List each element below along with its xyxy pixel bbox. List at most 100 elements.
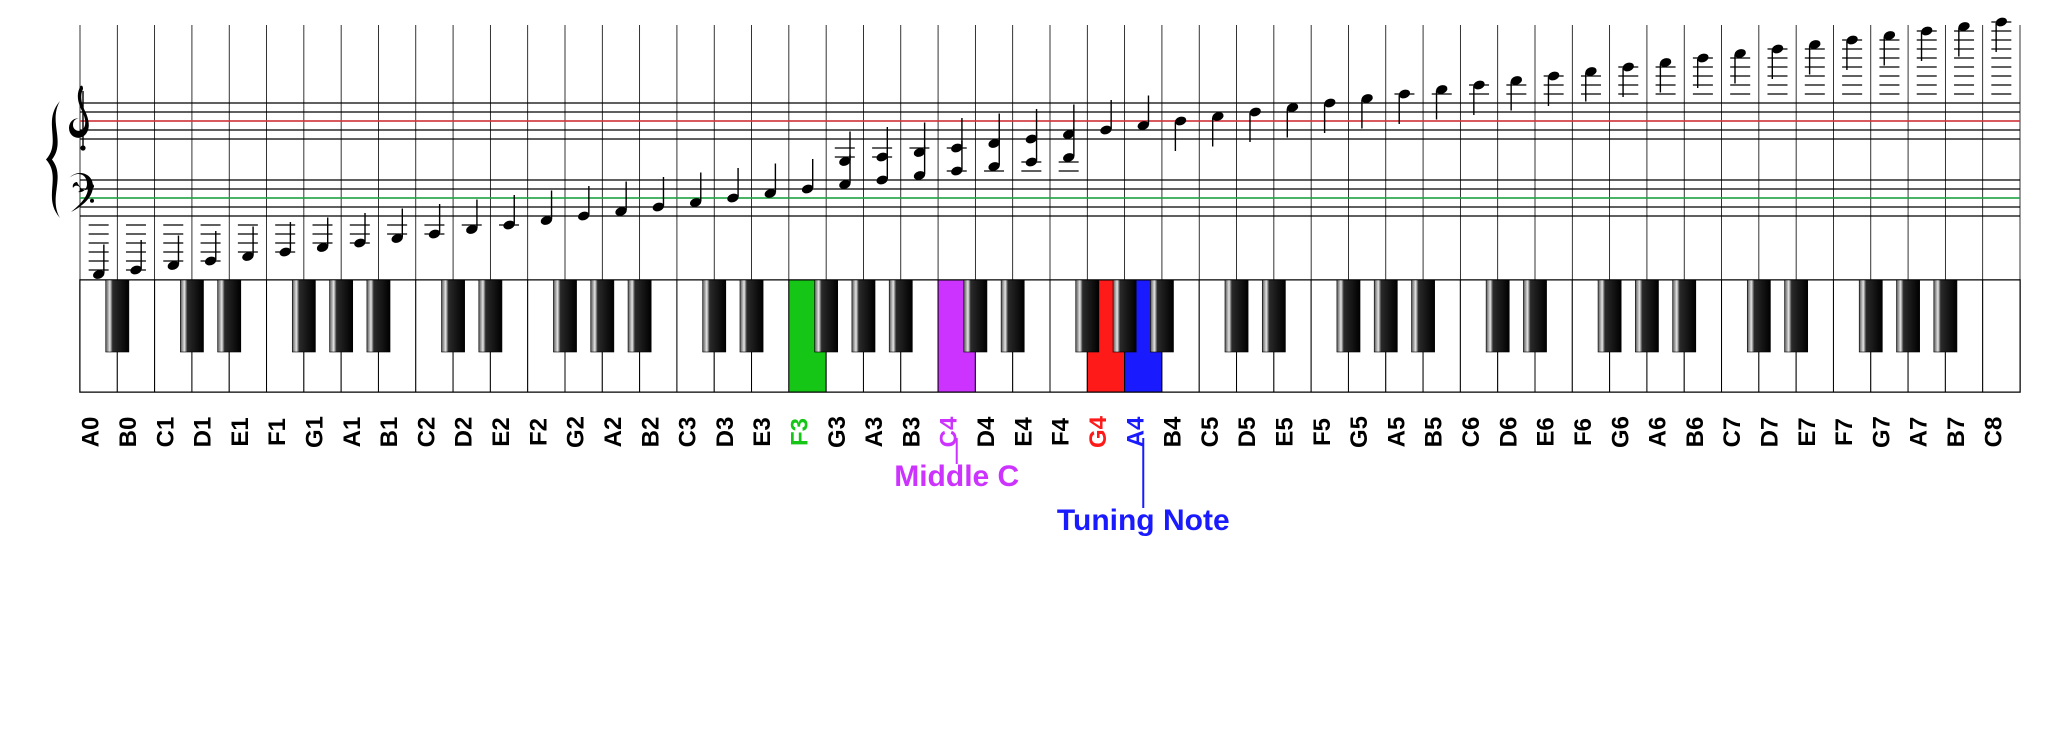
label-G7: G7 — [1868, 416, 1895, 448]
label-C5: C5 — [1197, 417, 1224, 448]
note-F2-bass — [540, 191, 554, 227]
label-C6: C6 — [1458, 417, 1485, 448]
black-key-G5#[interactable] — [1374, 280, 1397, 352]
label-B7: B7 — [1943, 417, 1970, 448]
label-F4: F4 — [1048, 417, 1075, 446]
black-key-C6#[interactable] — [1486, 280, 1509, 352]
note-G1-bass — [313, 218, 333, 254]
black-key-F3#[interactable] — [815, 280, 838, 352]
black-key-C7#[interactable] — [1747, 280, 1770, 352]
black-key-A4#[interactable] — [1150, 280, 1173, 352]
note-D3-bass — [726, 168, 740, 204]
label-G4: G4 — [1085, 415, 1112, 448]
black-key-C3#[interactable] — [703, 280, 726, 352]
black-key-A0#[interactable] — [106, 280, 129, 352]
black-key-A1#[interactable] — [367, 280, 390, 352]
label-G2: G2 — [563, 416, 590, 448]
note-E4-treble — [1025, 109, 1039, 145]
black-key-G4#[interactable] — [1113, 280, 1136, 352]
black-key-A5#[interactable] — [1412, 280, 1435, 352]
note-E6-treble — [1544, 70, 1564, 106]
label-A2: A2 — [600, 417, 627, 448]
piano-staff-diagram: A0B0C1D1E1F1G1A1B1C2D2E2F2G2A2B2C3D3E3F3… — [0, 0, 2048, 753]
label-B5: B5 — [1421, 417, 1448, 448]
label-A7: A7 — [1906, 417, 1933, 448]
label-E2: E2 — [488, 417, 515, 446]
note-B4-treble — [1174, 115, 1188, 151]
black-key-G2#[interactable] — [591, 280, 614, 352]
note-E5-treble — [1286, 102, 1300, 138]
black-key-F7#[interactable] — [1859, 280, 1882, 352]
note-C1-bass — [163, 225, 183, 271]
black-key-D2#[interactable] — [479, 280, 502, 352]
callout-C4: Middle C — [894, 460, 1019, 493]
black-key-G7#[interactable] — [1897, 280, 1920, 352]
black-key-G1#[interactable] — [330, 280, 353, 352]
black-key-G3#[interactable] — [852, 280, 875, 352]
note-B3-treble — [909, 123, 929, 159]
bass-clef-dot — [90, 184, 94, 188]
label-F5: F5 — [1309, 418, 1336, 446]
black-key-C5#[interactable] — [1225, 280, 1248, 352]
label-D1: D1 — [190, 417, 217, 448]
black-key-C1#[interactable] — [180, 280, 203, 352]
black-key-G6#[interactable] — [1635, 280, 1658, 352]
note-E2-bass — [499, 195, 519, 231]
black-key-A7#[interactable] — [1934, 280, 1957, 352]
label-G5: G5 — [1346, 416, 1373, 448]
black-key-F5#[interactable] — [1337, 280, 1360, 352]
black-key-D4#[interactable] — [1001, 280, 1024, 352]
label-E1: E1 — [227, 417, 254, 446]
note-A3-treble — [872, 127, 892, 163]
note-G5-treble — [1360, 93, 1374, 129]
label-G3: G3 — [824, 416, 851, 448]
label-C2: C2 — [413, 417, 440, 448]
black-key-F4#[interactable] — [1076, 280, 1099, 352]
note-B2-bass — [651, 177, 665, 213]
note-A6-treble — [1656, 57, 1676, 94]
label-B2: B2 — [637, 417, 664, 448]
note-A7-treble — [1917, 25, 1937, 94]
note-D6-treble — [1506, 75, 1526, 111]
black-key-D7#[interactable] — [1785, 280, 1808, 352]
label-B1: B1 — [376, 417, 403, 448]
note-F6-treble — [1581, 66, 1601, 102]
note-F1-bass — [275, 222, 295, 258]
black-key-A3#[interactable] — [889, 280, 912, 352]
black-key-C2#[interactable] — [442, 280, 465, 352]
note-A5-treble — [1394, 88, 1414, 124]
label-E4: E4 — [1010, 417, 1037, 447]
label-E3: E3 — [749, 417, 776, 446]
label-A1: A1 — [339, 417, 366, 448]
note-A2-bass — [614, 182, 628, 218]
label-A0: A0 — [78, 417, 105, 448]
black-key-F6#[interactable] — [1598, 280, 1621, 352]
black-key-C4#[interactable] — [964, 280, 987, 352]
black-key-F2#[interactable] — [553, 280, 576, 352]
black-key-A6#[interactable] — [1673, 280, 1696, 352]
label-B4: B4 — [1160, 416, 1187, 447]
note-G6-treble — [1618, 61, 1638, 97]
note-G3-treble — [835, 132, 855, 168]
label-E5: E5 — [1272, 417, 1299, 446]
label-B3: B3 — [898, 417, 925, 448]
note-E3-bass — [763, 164, 777, 200]
note-E7-treble — [1805, 39, 1825, 94]
grand-staff — [46, 16, 2020, 280]
black-key-D6#[interactable] — [1523, 280, 1546, 352]
label-C7: C7 — [1719, 417, 1746, 448]
note-C2-bass — [424, 204, 444, 240]
black-key-D1#[interactable] — [218, 280, 241, 352]
label-A6: A6 — [1645, 417, 1672, 448]
black-key-D3#[interactable] — [740, 280, 763, 352]
black-key-D5#[interactable] — [1262, 280, 1285, 352]
bass-clef — [69, 173, 93, 212]
label-D3: D3 — [712, 417, 739, 448]
white-key-C8[interactable] — [1983, 280, 2020, 392]
label-A4: A4 — [1122, 416, 1149, 447]
label-G6: G6 — [1607, 416, 1634, 448]
black-key-A2#[interactable] — [628, 280, 651, 352]
note-B1-bass — [387, 209, 407, 245]
note-C6-treble — [1469, 79, 1489, 115]
black-key-F1#[interactable] — [292, 280, 315, 352]
